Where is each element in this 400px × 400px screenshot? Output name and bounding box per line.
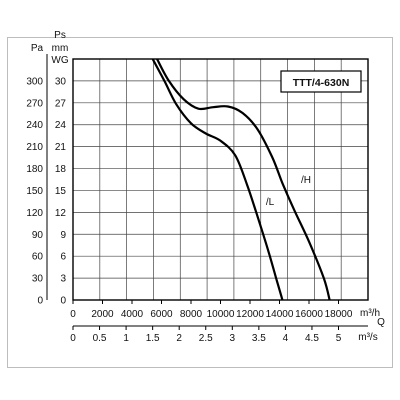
y-tick-label: 30 — [32, 274, 44, 285]
series-line-l — [151, 58, 284, 301]
y-unit-mm: mm — [52, 43, 69, 54]
x2-tick-label: 5 — [336, 333, 342, 344]
x-unit-m3s: m³/s — [358, 332, 377, 343]
x-unit-m3h: m³/h — [360, 308, 380, 319]
y-tick-label: 150 — [26, 186, 43, 197]
x-tick-label: 6000 — [150, 309, 173, 320]
curves — [151, 58, 331, 301]
x2-tick-label: 1.5 — [146, 333, 160, 344]
y-tick-label: 180 — [26, 164, 43, 175]
x2-tick-label: 4.5 — [305, 333, 319, 344]
y-tick-label: 270 — [26, 98, 43, 109]
y2-tick-label: 24 — [55, 120, 67, 131]
x2-tick-label: 0.5 — [93, 333, 107, 344]
x-tick-labels: 0 2000 4000 6000 8000 10000 12000 14000 16000 180… — [70, 300, 353, 320]
x-tick-label: 0 — [70, 309, 76, 320]
x-tick-label: 14000 — [266, 309, 294, 320]
x-corner-q: Q — [377, 317, 385, 328]
y2-tick-label: 15 — [55, 186, 67, 197]
y-unit-ps: Ps — [54, 30, 66, 41]
y2-tick-label: 9 — [60, 230, 66, 241]
y-tick-label: 300 — [26, 76, 43, 87]
x-tick-label: 2000 — [91, 309, 114, 320]
x-tick-label: 18000 — [325, 309, 353, 320]
y2-tick-label: 30 — [55, 76, 67, 87]
y-tick-label: 240 — [26, 120, 43, 131]
x-tick-label: 8000 — [180, 309, 203, 320]
outer-frame — [7, 37, 393, 368]
model-label: TTT/4-630N — [293, 77, 350, 89]
x-tick-label: 16000 — [295, 309, 323, 320]
x-tick-label: 12000 — [236, 309, 264, 320]
y-tick-label: 60 — [32, 252, 44, 263]
y2-tick-label: 3 — [60, 274, 66, 285]
y-tick-label: 210 — [26, 142, 43, 153]
x2-tick-label: 3.5 — [252, 333, 266, 344]
y2-tick-label: 18 — [55, 164, 67, 175]
x-tick-label: 4000 — [121, 309, 144, 320]
y-tick-labels-pa: 0 30 60 90 120 150 180 210 240 270 300 — [26, 54, 48, 307]
x2-tick-label: 1 — [123, 333, 129, 344]
model-label-box — [280, 70, 362, 93]
x2-tick-label: 4 — [283, 333, 289, 344]
y-tick-label: 90 — [32, 230, 44, 241]
grid — [73, 59, 368, 300]
y-tick-label: 0 — [37, 296, 43, 307]
y-unit-wg: WG — [51, 55, 68, 66]
plot-border — [72, 58, 369, 301]
y2-tick-label: 27 — [55, 98, 67, 109]
x-tick-label: 10000 — [207, 309, 235, 320]
y2-tick-label: 21 — [55, 142, 67, 153]
y-tick-labels-mmwg: 0 3 6 9 12 15 18 21 24 27 30 — [55, 76, 67, 306]
y2-tick-label: 12 — [55, 208, 67, 219]
y-unit-pa: Pa — [31, 43, 44, 54]
x2-tick-label: 2 — [176, 333, 182, 344]
y2-tick-label: 0 — [60, 296, 66, 307]
y2-tick-label: 6 — [60, 252, 66, 263]
series-line-h — [156, 58, 331, 301]
x2-tick-label: 2.5 — [199, 333, 213, 344]
series-label-l: /L — [266, 197, 275, 208]
y-tick-label: 120 — [26, 208, 43, 219]
x2-tick-label: 0 — [70, 333, 76, 344]
series-label-h: /H — [301, 175, 311, 186]
x2-tick-label: 3 — [230, 333, 236, 344]
x2-tick-labels: 0 0.5 1 1.5 2 2.5 3 3.5 4 4.5 5 — [70, 325, 368, 344]
